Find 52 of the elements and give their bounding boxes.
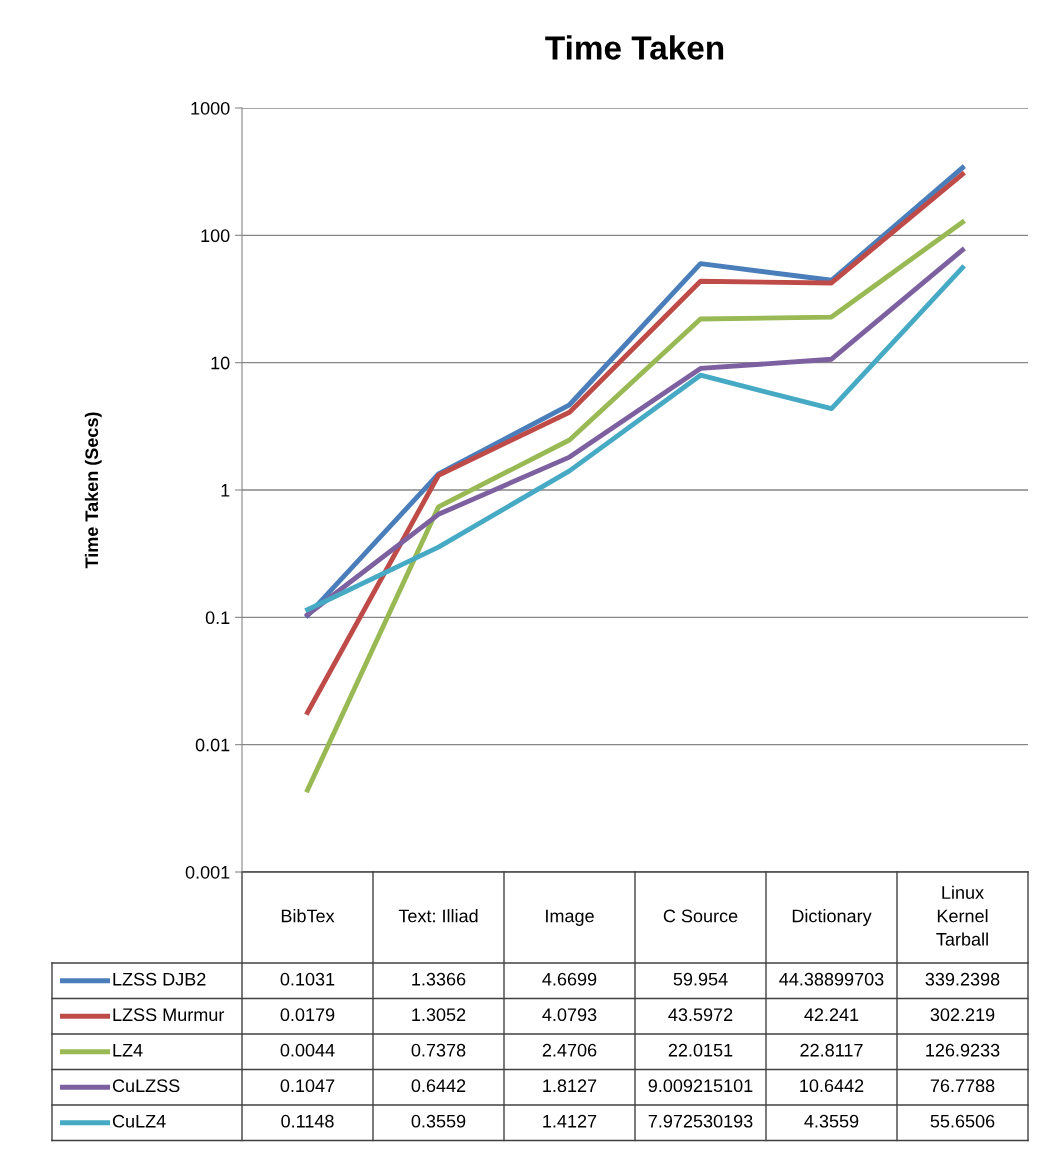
data-label: 0.6442 — [411, 1079, 466, 1093]
line-series — [305, 219, 965, 793]
data-label: 4.3559 — [804, 1114, 859, 1128]
data-label: 4.6699 — [542, 972, 597, 986]
data-label: 339.2398 — [925, 972, 1000, 986]
x-tick-label: C Source — [663, 909, 738, 923]
y-tick-label: 10 — [211, 356, 230, 370]
data-label: 0.1148 — [281, 1114, 334, 1128]
data-label: 10.6442 — [800, 1079, 864, 1093]
data-label: 22.0151 — [668, 1043, 733, 1057]
data-label: 55.6506 — [930, 1114, 995, 1128]
x-tick-label: BibTex — [281, 909, 335, 923]
data-label: 44.38899703 — [779, 972, 884, 986]
data-label: 43.5972 — [668, 1008, 733, 1022]
data-label: 1.3052 — [412, 1008, 466, 1022]
x-tick-label: Dictionary — [792, 909, 872, 926]
x-tick-label: Image — [546, 909, 594, 926]
data-label: 0.1047 — [280, 1079, 335, 1093]
legend-label: LZSS Murmur — [113, 1008, 225, 1022]
data-label: 1.4127 — [543, 1114, 597, 1128]
legend-label: LZSS DJB2 — [113, 972, 206, 986]
data-label: 2.4706 — [542, 1043, 597, 1057]
data-label: 9.009215101 — [648, 1079, 753, 1093]
data-label: 0.1031 — [280, 972, 335, 986]
data-label: 0.3559 — [411, 1114, 466, 1128]
legend-label: CuLZSS — [112, 1079, 180, 1093]
chart-title: Time Taken — [545, 35, 724, 60]
data-label: 1.8127 — [543, 1079, 597, 1093]
legend-label: LZ4 — [113, 1044, 143, 1057]
x-tick-label: Linux Kernel Tarball — [936, 885, 988, 946]
data-label: 0.0044 — [280, 1043, 335, 1057]
data-label: 59.954 — [673, 972, 728, 986]
data-label: 7.972530193 — [648, 1114, 753, 1128]
data-label: 42.241 — [804, 1008, 859, 1021]
x-tick-label: Text: Illiad — [398, 909, 478, 923]
data-label: 4.0793 — [542, 1008, 597, 1022]
data-label: 1.3366 — [412, 972, 466, 986]
data-label: 0.7378 — [411, 1043, 466, 1057]
y-tick-label: 0.001 — [185, 865, 230, 879]
y-axis-title: Time Taken (Secs) — [84, 412, 102, 569]
y-tick-label: 0.01 — [195, 738, 230, 752]
legend-label: CuLZ4 — [112, 1114, 166, 1128]
y-tick-label: 100 — [201, 229, 230, 243]
data-label: 22.8117 — [800, 1043, 863, 1057]
data-label: 76.7788 — [930, 1079, 995, 1093]
y-tick-label: 0.1 — [205, 611, 230, 625]
data-label: 302.219 — [930, 1008, 995, 1022]
line-series — [305, 171, 965, 715]
y-tick-label: 1000 — [191, 101, 230, 115]
y-tick-label: 1 — [221, 484, 230, 497]
data-label: 0.0179 — [280, 1008, 335, 1022]
data-label: 126.9233 — [926, 1043, 1000, 1057]
